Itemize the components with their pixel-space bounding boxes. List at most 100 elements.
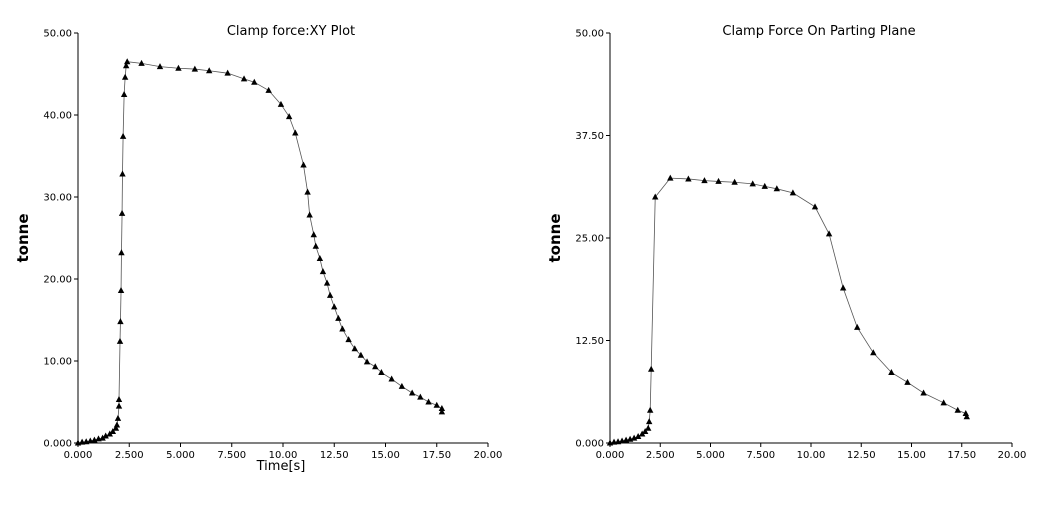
point <box>331 303 338 310</box>
y-tick-label: 30.00 <box>43 193 72 204</box>
point <box>811 203 819 210</box>
point <box>667 174 674 181</box>
point <box>645 418 653 425</box>
point <box>438 405 446 412</box>
y-tick-label: 0.000 <box>43 439 72 450</box>
point <box>124 58 131 65</box>
series-line <box>609 177 968 444</box>
point <box>789 189 797 196</box>
point <box>761 182 768 189</box>
point <box>175 64 182 71</box>
point <box>854 323 861 330</box>
point <box>326 291 334 298</box>
point <box>285 113 293 120</box>
y-axis-label: tonne <box>14 213 32 262</box>
point <box>351 345 358 352</box>
x-tick-label: 20.00 <box>474 450 503 461</box>
point <box>116 337 124 344</box>
point <box>644 424 652 431</box>
x-tick-label: 7.500 <box>217 450 246 461</box>
point <box>119 170 126 177</box>
x-tick-label: 5.000 <box>696 450 725 461</box>
point <box>652 193 659 200</box>
point <box>920 389 927 396</box>
point <box>398 382 406 389</box>
point <box>388 375 395 382</box>
point <box>417 393 424 400</box>
point <box>310 231 317 238</box>
y-tick-label: 37.50 <box>575 131 604 142</box>
point <box>638 430 646 437</box>
x-tick-label: 0.000 <box>596 450 625 461</box>
point <box>715 177 722 184</box>
point <box>438 408 446 415</box>
x-tick-label: 12.50 <box>847 450 876 461</box>
point <box>118 209 126 216</box>
x-tick-label: 20.00 <box>998 450 1027 461</box>
x-tick-label: 10.00 <box>797 450 826 461</box>
point <box>316 255 324 261</box>
point <box>304 188 311 195</box>
point <box>99 434 106 441</box>
point <box>433 401 440 408</box>
point <box>372 363 379 370</box>
chart-title: Clamp Force On Parting Plane <box>722 24 915 39</box>
point <box>156 63 164 70</box>
point <box>300 161 307 168</box>
chart-title: Clamp force:XY Plot <box>227 24 355 39</box>
point <box>749 180 756 187</box>
point <box>265 86 272 93</box>
point <box>115 402 123 409</box>
point <box>839 284 847 291</box>
y-tick-label: 20.00 <box>43 275 72 286</box>
x-tick-label: 15.00 <box>897 450 926 461</box>
point <box>904 378 911 385</box>
x-tick-label: 17.50 <box>947 450 976 461</box>
point <box>408 389 416 396</box>
point <box>122 62 130 69</box>
point <box>888 368 895 375</box>
series-line <box>77 61 443 444</box>
point <box>940 399 947 406</box>
x-tick-label: 0.000 <box>64 450 93 461</box>
point <box>731 178 738 185</box>
point <box>701 177 708 184</box>
x-axis-label: Time[s] <box>256 459 306 474</box>
point <box>114 414 122 421</box>
point <box>106 430 113 437</box>
point <box>954 406 961 413</box>
point <box>641 428 649 435</box>
point <box>335 314 342 321</box>
point <box>425 398 432 405</box>
point <box>630 434 638 441</box>
point <box>117 286 125 293</box>
x-tick-label: 2.500 <box>646 450 675 461</box>
point <box>102 432 109 439</box>
y-tick-label: 0.000 <box>575 439 604 450</box>
point <box>277 100 285 107</box>
point <box>109 428 117 435</box>
y-axis-label: tonne <box>546 213 564 262</box>
point <box>120 91 128 97</box>
y-tick-label: 50.00 <box>43 29 72 40</box>
point <box>319 268 327 275</box>
point <box>378 368 385 375</box>
point <box>240 75 248 82</box>
y-tick-label: 40.00 <box>43 111 72 122</box>
point <box>206 67 213 74</box>
point <box>773 185 781 192</box>
point <box>634 432 642 439</box>
point <box>115 396 123 403</box>
point <box>119 132 127 139</box>
point <box>685 175 692 182</box>
y-tick-label: 50.00 <box>575 29 604 40</box>
y-tick-label: 25.00 <box>575 234 604 245</box>
point <box>113 421 121 428</box>
point <box>306 211 313 218</box>
point <box>323 279 331 286</box>
point <box>117 318 124 325</box>
point <box>312 242 319 249</box>
x-tick-label: 12.50 <box>320 450 349 461</box>
point <box>292 129 299 136</box>
